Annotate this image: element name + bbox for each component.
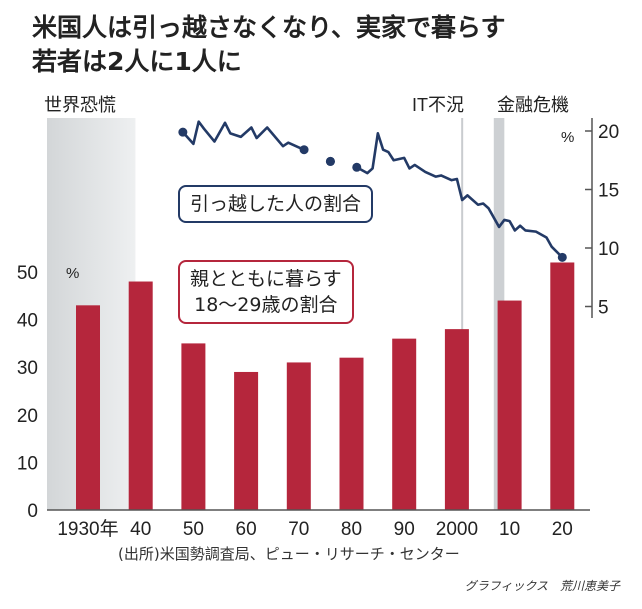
x-tick-label: 1930年: [57, 518, 118, 540]
left-tick-label: 20: [17, 406, 38, 427]
legend-bar-line1: 親とともに暮らす: [190, 268, 342, 290]
left-axis-unit: %: [66, 265, 79, 282]
x-tick-label: 20: [552, 519, 573, 540]
x-tick-label: 50: [183, 519, 204, 540]
x-tick-label: 70: [288, 519, 309, 540]
credit: グラフィックス 荒川恵美子: [464, 579, 620, 593]
right-axis-unit: %: [561, 129, 574, 146]
x-tick-label: 60: [236, 519, 257, 540]
event-label: 金融危機: [497, 95, 569, 115]
source-note: (出所)米国勢調査局、ピュー・リサーチ・センター: [118, 545, 460, 563]
line-point-2020: [557, 252, 567, 262]
line-point-1976: [325, 156, 335, 166]
event-label: 世界恐慌: [44, 95, 116, 115]
right-tick-label: 20: [598, 122, 619, 143]
line-segment-0: [181, 120, 305, 151]
x-tick-label: 90: [394, 519, 415, 540]
x-tick-label: 80: [341, 519, 362, 540]
bar-60: [234, 371, 259, 510]
legend-bar-line2: 18〜29歳の割合: [194, 294, 338, 316]
bar-1930年: [76, 305, 100, 510]
right-tick-label: 15: [598, 181, 619, 202]
bar-90: [392, 338, 417, 510]
line-point-1981: [352, 162, 362, 172]
legend-bar: 親とともに暮らす 18〜29歳の割合: [178, 260, 354, 324]
bar-2000: [444, 329, 469, 510]
line-segment-2: [356, 132, 564, 259]
left-tick-label: 40: [17, 311, 38, 332]
event-label: IT不況: [412, 95, 464, 115]
left-tick-label: 50: [17, 263, 38, 284]
line-point-1948: [178, 127, 188, 137]
bar-50: [181, 343, 206, 510]
line-point-1971: [299, 145, 309, 155]
bar-40: [128, 281, 153, 510]
x-tick-label: 40: [130, 519, 151, 540]
right-tick-label: 5: [598, 298, 609, 319]
x-tick-label: 10: [499, 519, 520, 540]
bar-80: [339, 357, 364, 510]
legend-line: 引っ越した人の割合: [178, 185, 374, 223]
left-tick-label: 30: [17, 358, 38, 379]
chart-title-line2: 若者は2人に1人に: [32, 47, 242, 76]
bar-20: [550, 262, 575, 510]
left-tick-label: 10: [17, 453, 38, 474]
left-tick-label: 0: [27, 501, 38, 522]
chart-title-line1: 米国人は引っ越さなくなり、実家で暮らす: [32, 13, 506, 42]
x-tick-label: 2000: [436, 519, 478, 540]
bar-10: [497, 300, 522, 510]
bar-70: [286, 362, 311, 510]
right-tick-label: 10: [598, 239, 619, 260]
